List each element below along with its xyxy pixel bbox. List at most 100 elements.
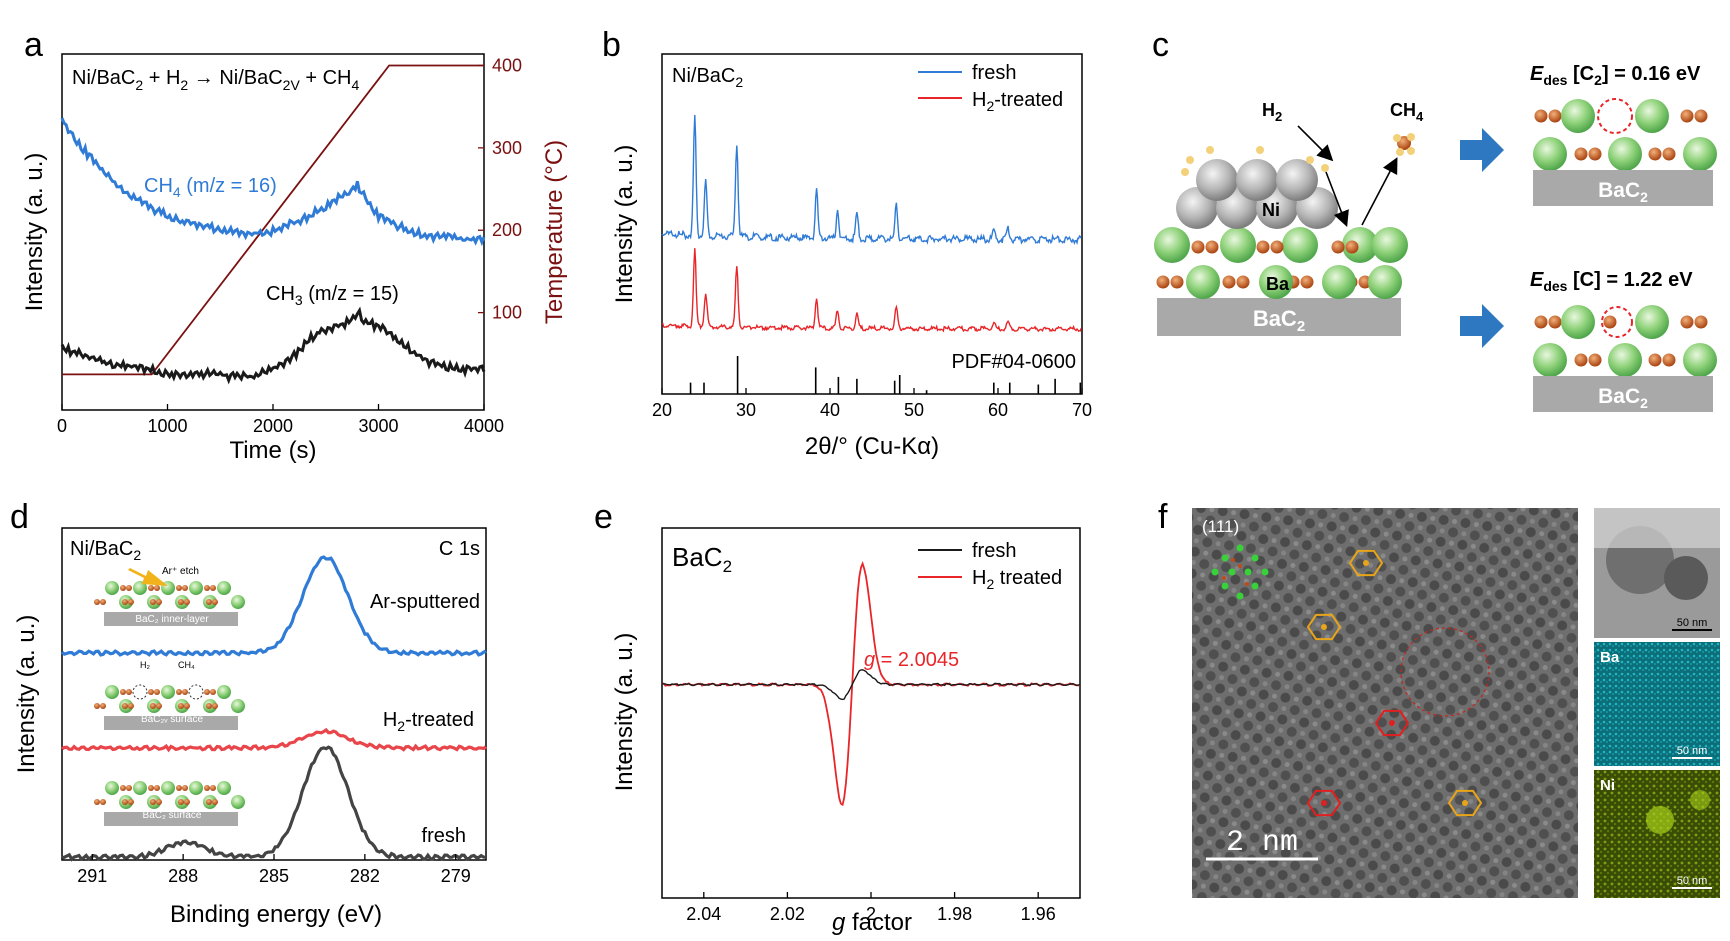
- hexagon-red: [1306, 789, 1342, 817]
- panel-a-label: a: [24, 26, 43, 64]
- panel-b-x-ticks: 20 30 40 50 60 70: [652, 388, 1092, 420]
- inset-ba: [133, 781, 147, 795]
- a-x-tick-label: 0: [57, 416, 67, 436]
- ch4-label-c: CH4: [1390, 100, 1424, 124]
- c2-dimer: [1648, 147, 1662, 161]
- lattice-ba: [1236, 544, 1244, 552]
- ba-map-label: Ba: [1600, 649, 1620, 666]
- a-x-tick-label: 3000: [358, 416, 398, 436]
- inset-ch4-label: CH₄: [178, 660, 195, 670]
- substrate-c-label: BaC2: [1598, 385, 1648, 411]
- c2-dimer: [1270, 240, 1284, 254]
- c2-dimer: [1534, 109, 1548, 123]
- c2-dimer: [1680, 315, 1694, 329]
- panel-b-sample: Ni/BaC2: [672, 65, 743, 90]
- inset-ba: [217, 685, 231, 699]
- lattice-c: [1222, 576, 1226, 580]
- inset-c: [184, 703, 190, 709]
- inset-c: [126, 689, 132, 695]
- lattice-ba: [1261, 568, 1269, 576]
- inset-ba: [105, 685, 119, 699]
- inset-surf-label: BaC₂ surface: [143, 810, 202, 821]
- e-x-tick-label: 1.96: [1021, 904, 1056, 924]
- inset-c: [182, 585, 188, 591]
- panel-d-xlabel: Binding energy (eV): [170, 901, 382, 928]
- inset-c: [126, 785, 132, 791]
- inset-c: [210, 689, 216, 695]
- panel-e-x-ticks: 2.04 2.02 2 1.98 1.96: [686, 892, 1056, 924]
- inset-substrate: [104, 716, 238, 730]
- ni-cluster-2: [1690, 790, 1710, 810]
- inset-c: [94, 599, 100, 605]
- c2-dimer: [1694, 315, 1708, 329]
- particle-blob-2: [1664, 556, 1708, 600]
- lattice-ba: [1236, 592, 1244, 600]
- inset-c: [182, 689, 188, 695]
- c2-dimer: [1588, 147, 1602, 161]
- ch4-release-arrow: [1361, 157, 1398, 226]
- h2-treated-label: H2-treated: [383, 709, 474, 734]
- c2-dimer: [1662, 353, 1676, 367]
- c2-dimer: [1300, 275, 1314, 289]
- inset-c: [182, 785, 188, 791]
- c2-vacancy-model: [1533, 98, 1717, 171]
- inset-c: [178, 703, 184, 709]
- c2-dimer: [1680, 109, 1694, 123]
- panel-c: c BaC2 Ni Ba H2 CH4 Edes [C2] = 0.16 eV …: [1152, 26, 1717, 412]
- inset-c: [120, 785, 126, 791]
- inset-ar-label: Ar⁺ etch: [162, 566, 199, 577]
- panel-d-sample: Ni/BaC2: [70, 538, 141, 563]
- ch3-label: CH3 (m/z = 15): [266, 283, 399, 308]
- panel-d-ylabel: Intensity (a. u.): [13, 615, 40, 774]
- ch4-line: [60, 117, 486, 247]
- ba-label: Ba: [1266, 274, 1290, 294]
- c2-dimer: [1534, 315, 1548, 329]
- hexagon-orange-center: [1462, 800, 1468, 806]
- inset-c: [184, 599, 190, 605]
- b-x-tick-label: 60: [988, 400, 1008, 420]
- lattice-ba: [1211, 568, 1219, 576]
- inset-c: [120, 585, 126, 591]
- legend-e-fresh-label: fresh: [972, 540, 1016, 562]
- substrate-label: BaC2: [1253, 306, 1305, 335]
- c-vacancy-model: [1533, 305, 1717, 377]
- fresh-label: fresh: [422, 825, 466, 847]
- inset-c: [210, 585, 216, 591]
- inset-c: [148, 585, 154, 591]
- panel-a-xlabel: Time (s): [229, 437, 316, 464]
- ba-atom: [1635, 305, 1669, 339]
- inset-substrate: [104, 612, 238, 626]
- b-x-tick-label: 70: [1072, 400, 1092, 420]
- inset-ba: [133, 581, 147, 595]
- inset-c: [154, 689, 160, 695]
- a-y2-tick-label: 100: [492, 303, 522, 323]
- inset-ba: [161, 781, 175, 795]
- panel-e-xlabel: g factor: [832, 909, 912, 936]
- inset-c: [154, 785, 160, 791]
- h-atom: [1321, 164, 1329, 172]
- b-x-tick-label: 50: [904, 400, 924, 420]
- inset-c: [122, 703, 128, 709]
- lattice-c: [1238, 564, 1242, 568]
- hexagon-orange: [1447, 789, 1483, 817]
- panel-d-insets: [94, 581, 245, 826]
- ba-atom: [1608, 137, 1642, 171]
- panel-a-y2-ticks: 100 200 300 400: [478, 55, 522, 323]
- inset-c: [210, 785, 216, 791]
- xps-ar-line: [61, 555, 487, 657]
- hexagon-orange: [1306, 613, 1342, 641]
- a-y2-tick-label: 400: [492, 55, 522, 75]
- vacancy-circle: [1597, 98, 1633, 134]
- lattice-ba: [1251, 582, 1259, 590]
- c2-dimer: [1548, 315, 1562, 329]
- inset-ba: [189, 581, 203, 595]
- inset-c: [150, 703, 156, 709]
- d-x-tick-label: 285: [259, 866, 289, 886]
- panel-d: d Ni/BaC2 C 1s Ar-sputtered H2-treated f…: [10, 498, 487, 928]
- h-atom: [1256, 146, 1264, 154]
- h-atom: [1181, 168, 1189, 176]
- c2-dimer: [1222, 275, 1236, 289]
- panel-d-frame: [61, 527, 487, 861]
- epr-fresh-line: [661, 669, 1081, 701]
